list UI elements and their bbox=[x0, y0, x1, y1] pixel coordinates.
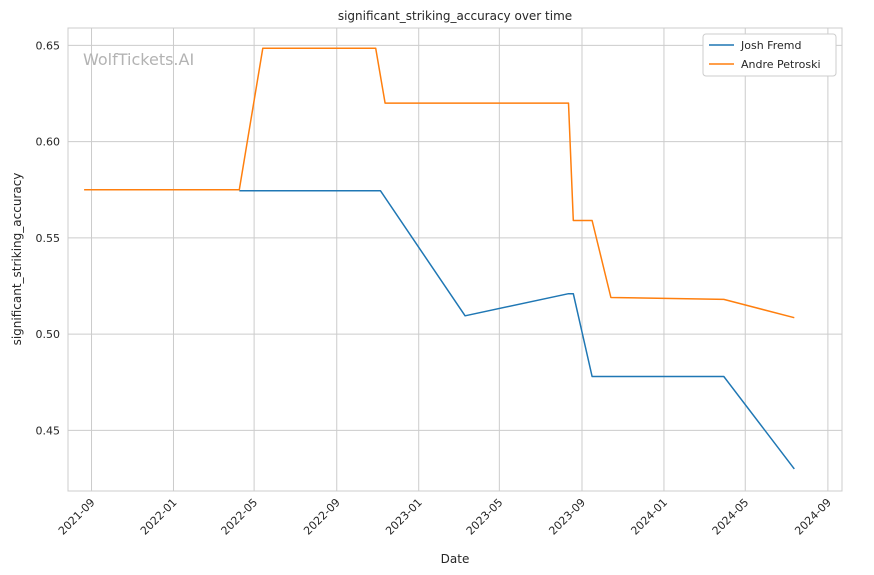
legend-label-andre-petroski: Andre Petroski bbox=[741, 58, 821, 71]
series-line-andre-petroski bbox=[84, 47, 795, 319]
legend-box bbox=[702, 33, 837, 77]
y-tick-label: 0.60 bbox=[36, 136, 61, 149]
chart-title: significant_striking_accuracy over time bbox=[338, 9, 572, 23]
y-axis-label: significant_striking_accuracy bbox=[10, 173, 24, 346]
y-axis-ticks: 0.45 0.50 0.55 0.60 0.65 bbox=[36, 39, 61, 437]
watermark: WolfTickets.AI bbox=[83, 50, 194, 69]
y-tick-label: 0.55 bbox=[36, 232, 61, 245]
legend: Josh Fremd Andre Petroski bbox=[702, 33, 837, 77]
y-tick-label: 0.45 bbox=[36, 424, 61, 437]
x-axis-label: Date bbox=[441, 552, 470, 566]
legend-label-josh-fremd: Josh Fremd bbox=[740, 39, 801, 52]
series-lines bbox=[84, 47, 795, 470]
series-line-josh-fremd bbox=[239, 189, 795, 470]
y-tick-label: 0.50 bbox=[36, 328, 61, 341]
y-tick-label: 0.65 bbox=[36, 39, 61, 52]
plot-frame bbox=[67, 27, 843, 492]
grid-lines bbox=[68, 28, 842, 491]
